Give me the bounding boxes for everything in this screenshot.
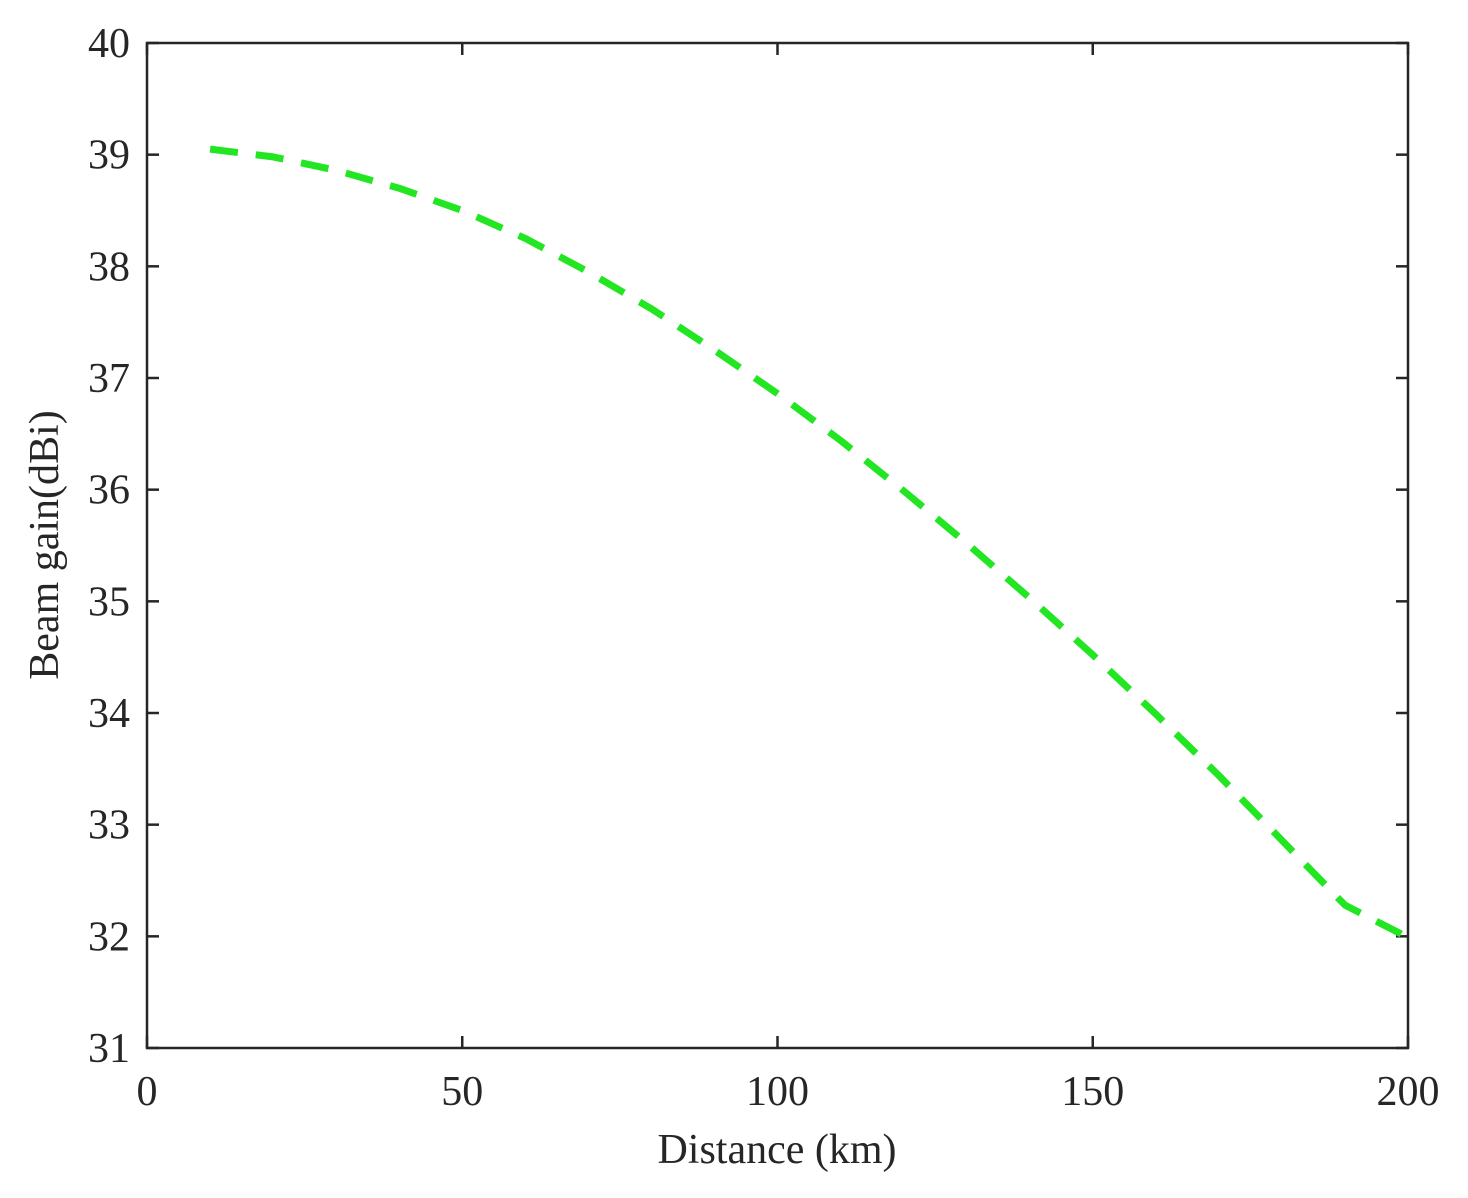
y-tick-label: 33 xyxy=(88,803,130,849)
plot-frame xyxy=(145,41,1410,1050)
y-tick-label: 35 xyxy=(88,579,130,625)
y-tick-label: 40 xyxy=(88,21,130,67)
y-tick-label: 31 xyxy=(88,1026,130,1072)
x-tick-label: 100 xyxy=(746,1069,809,1115)
y-tick-label: 36 xyxy=(88,468,130,514)
x-tick-label: 200 xyxy=(1377,1069,1440,1115)
x-axis-label: Distance (km) xyxy=(657,1127,896,1173)
y-tick-label: 34 xyxy=(88,691,130,737)
x-tick-label: 0 xyxy=(137,1069,158,1115)
series-line xyxy=(209,145,1410,941)
tick-labels: 0 50 100 150 200 31 32 33 34 35 36 37 38 39 40 xyxy=(88,21,1440,1115)
y-tick-label: 38 xyxy=(88,244,130,290)
y-tick-label: 32 xyxy=(88,914,130,960)
y-axis-label: Beam gain(dBi) xyxy=(22,410,68,679)
y-tick-label: 37 xyxy=(88,356,130,402)
plot-data xyxy=(209,145,1410,941)
x-tick-label: 50 xyxy=(441,1069,483,1115)
x-tick-label: 150 xyxy=(1061,1069,1124,1115)
y-tick-label: 39 xyxy=(88,133,130,179)
axis-ticks xyxy=(145,41,1410,1050)
